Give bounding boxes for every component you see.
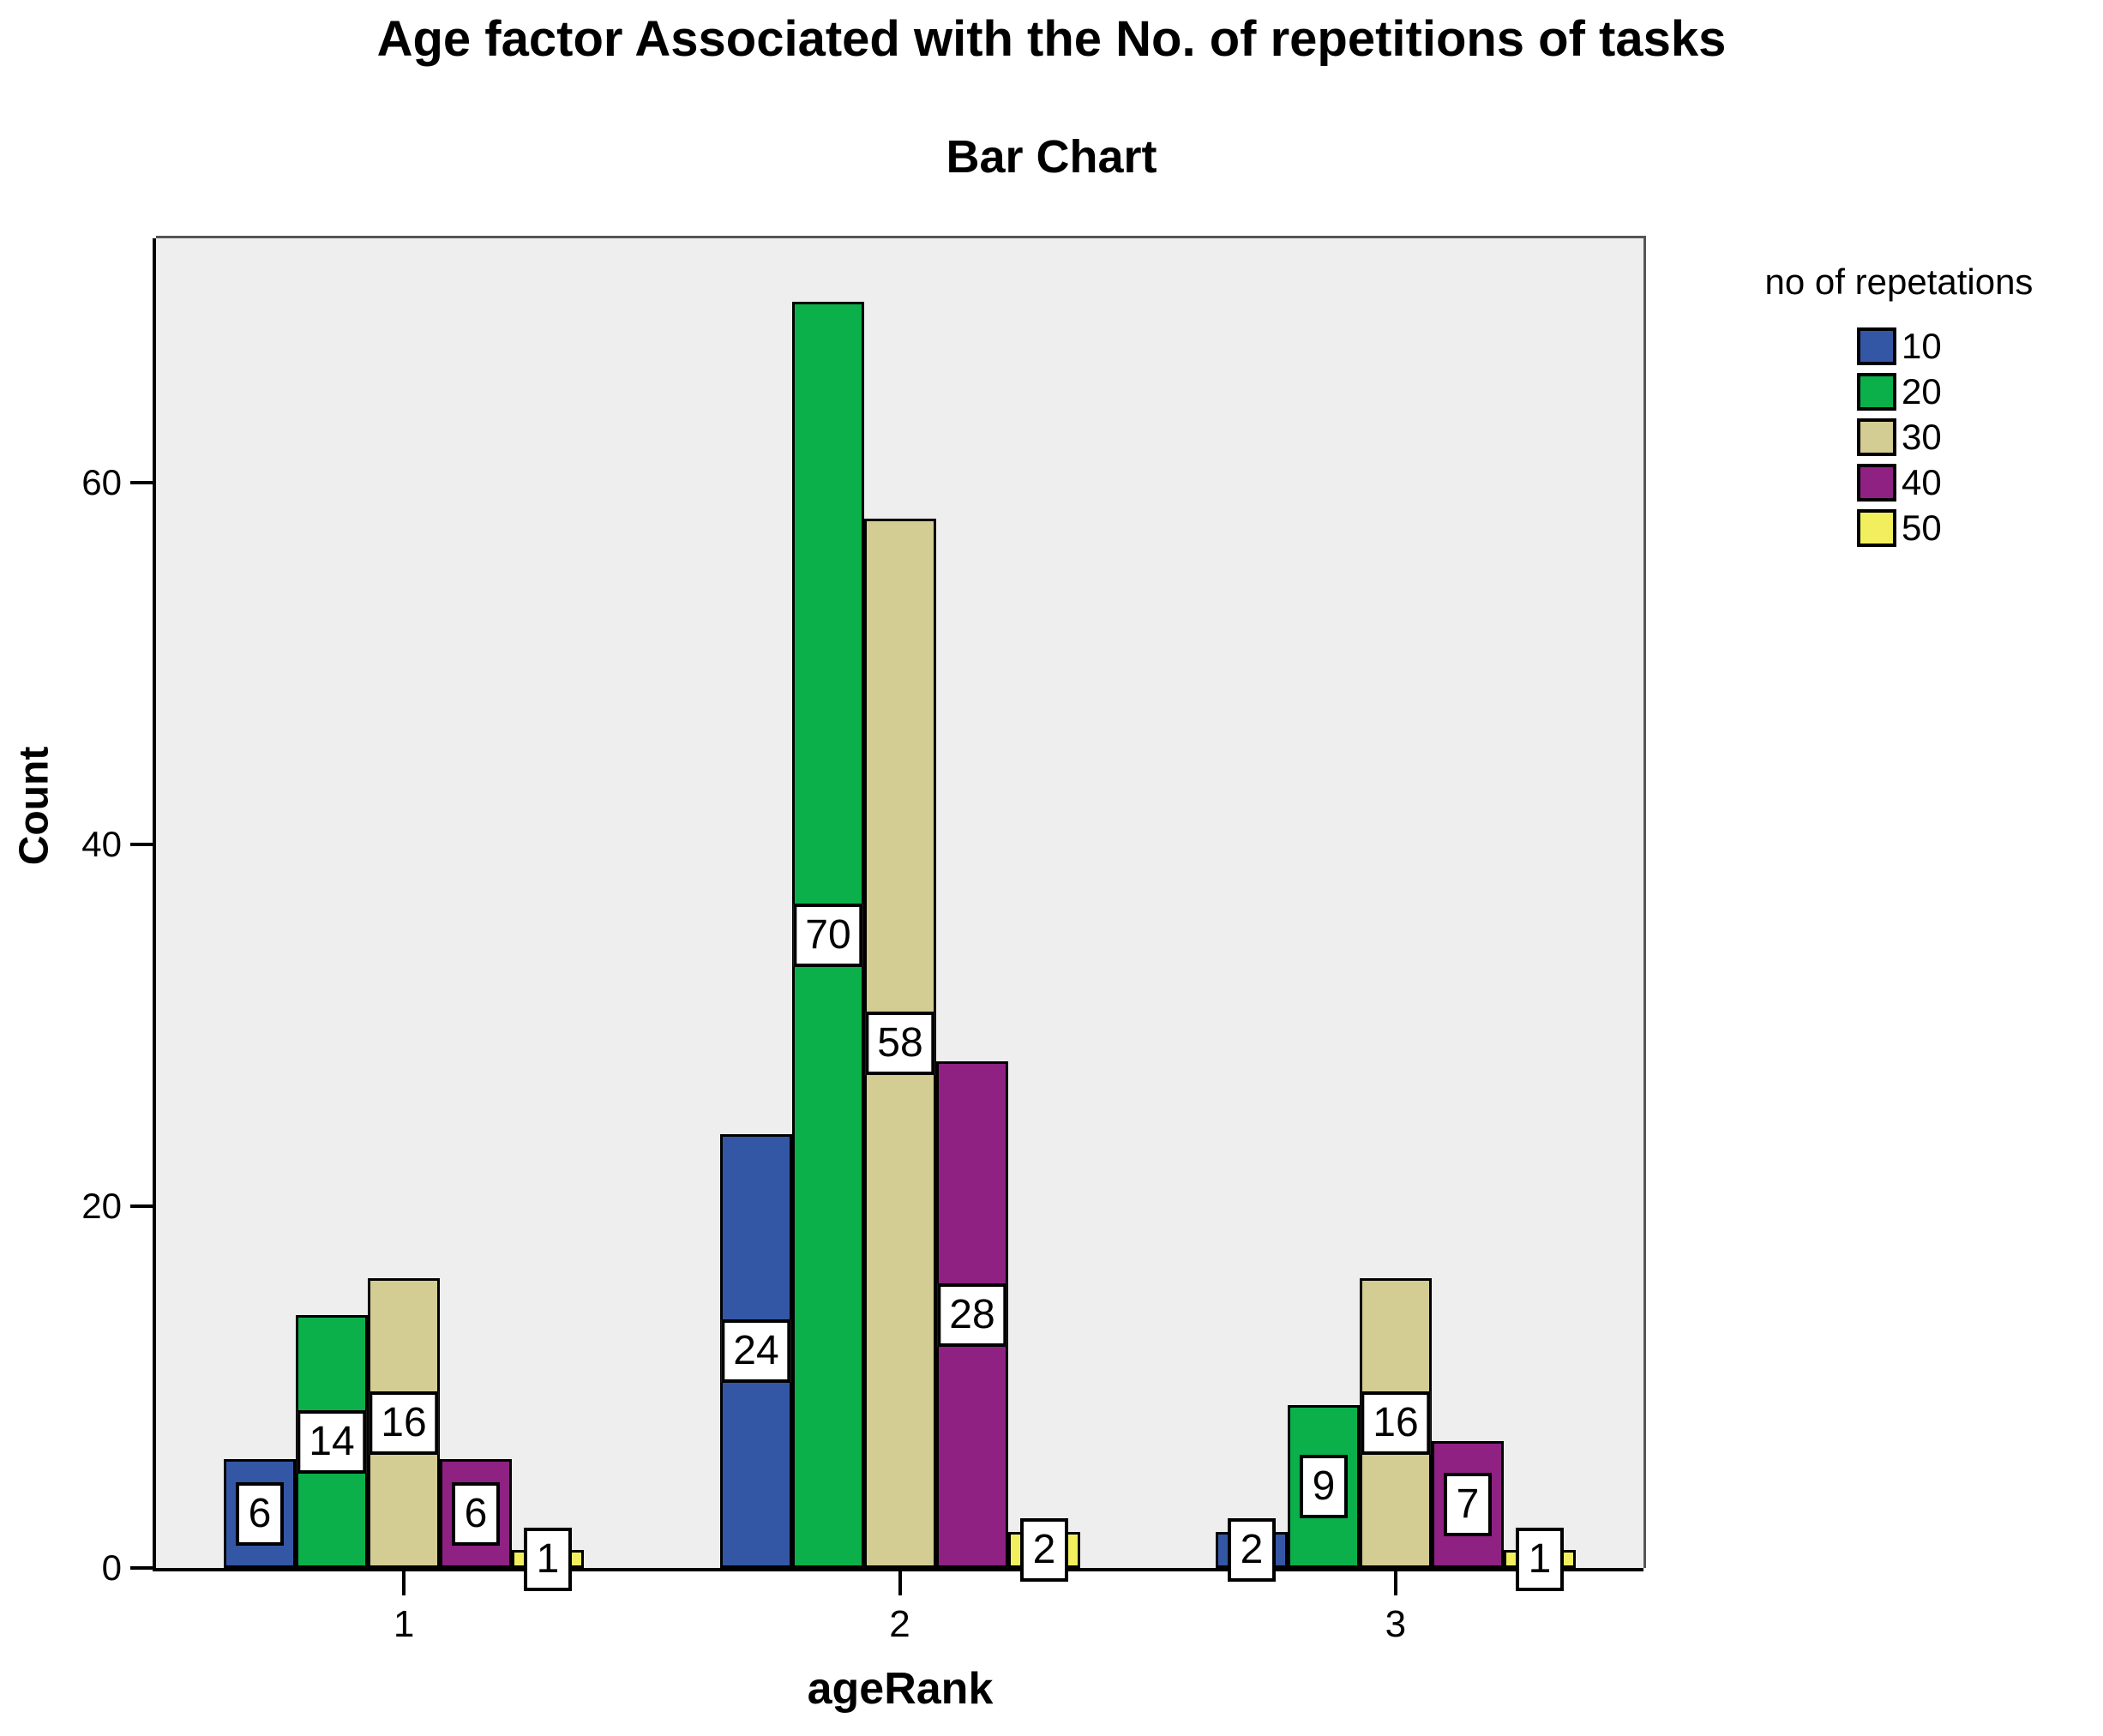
x-tick-label-3: 3 bbox=[1385, 1603, 1407, 1645]
y-tick-label-0: 0 bbox=[101, 1547, 122, 1588]
bar-value-label-group1-series40: 6 bbox=[452, 1481, 500, 1546]
x-axis-title: ageRank bbox=[807, 1664, 994, 1714]
bar-value-label-group2-series10: 24 bbox=[721, 1319, 791, 1383]
y-tick-20 bbox=[130, 1204, 153, 1208]
chart-title: Age factor Associated with the No. of re… bbox=[376, 11, 1727, 67]
y-tick-label-60: 60 bbox=[81, 461, 122, 502]
legend-title: no of repetations bbox=[1764, 261, 2034, 302]
y-axis-line bbox=[153, 238, 156, 1571]
bar-value-label-group1-series30: 16 bbox=[369, 1391, 439, 1455]
legend-label-50: 50 bbox=[1902, 507, 1942, 548]
x-tick-label-2: 2 bbox=[889, 1603, 910, 1645]
x-axis-line bbox=[153, 1568, 1643, 1571]
legend-label-20: 20 bbox=[1902, 370, 1942, 411]
legend-swatch-40 bbox=[1857, 463, 1896, 502]
legend-swatch-10 bbox=[1857, 327, 1896, 365]
bar-value-label-group3-series50: 1 bbox=[1516, 1527, 1564, 1591]
x-tick-3 bbox=[1393, 1571, 1397, 1595]
bar-value-label-group3-series10: 2 bbox=[1228, 1518, 1276, 1582]
legend-swatch-50 bbox=[1857, 508, 1896, 547]
y-tick-label-40: 40 bbox=[81, 823, 122, 864]
bar-value-label-group1-series50: 1 bbox=[524, 1527, 572, 1591]
legend-swatch-30 bbox=[1857, 417, 1896, 456]
bar-value-label-group2-series20: 70 bbox=[793, 903, 863, 967]
legend-label-10: 10 bbox=[1902, 325, 1942, 366]
legend-label-30: 30 bbox=[1902, 416, 1942, 457]
legend-entry-30: 30 bbox=[1715, 414, 2100, 460]
x-tick-1 bbox=[402, 1571, 406, 1595]
legend-entry-50: 50 bbox=[1715, 505, 2100, 550]
legend-entry-40: 40 bbox=[1715, 460, 2100, 505]
x-tick-2 bbox=[898, 1571, 902, 1595]
bar-value-label-group2-series40: 28 bbox=[937, 1282, 1007, 1347]
legend-entry-20: 20 bbox=[1715, 369, 2100, 414]
bar-value-label-group1-series20: 14 bbox=[297, 1409, 367, 1474]
plot-area: 0 20 40 60 1 6 14 16 6 1 2 24 70 58 28 2 3 2 9 16 7 1 bbox=[81, 236, 1646, 1645]
y-tick-40 bbox=[130, 842, 153, 846]
bar-value-label-group1-series10: 6 bbox=[236, 1481, 284, 1546]
legend-swatch-20 bbox=[1857, 372, 1896, 411]
bar-value-label-group3-series40: 7 bbox=[1444, 1473, 1492, 1536]
chart-subtitle: Bar Chart bbox=[946, 131, 1157, 183]
bar-value-label-group3-series30: 16 bbox=[1361, 1391, 1431, 1455]
y-axis-title: Count bbox=[11, 746, 57, 866]
x-tick-label-1: 1 bbox=[393, 1603, 415, 1645]
legend-entries: 10 20 30 40 50 bbox=[1715, 323, 2100, 550]
bar-value-label-group2-series30: 58 bbox=[865, 1012, 935, 1075]
y-tick-0 bbox=[130, 1566, 153, 1570]
legend-label-40: 40 bbox=[1902, 461, 1942, 502]
bar-value-label-group2-series50: 2 bbox=[1020, 1518, 1068, 1582]
y-tick-60 bbox=[130, 480, 153, 484]
legend: no of repetations 10 20 30 40 50 bbox=[1715, 261, 2100, 550]
legend-entry-10: 10 bbox=[1715, 323, 2100, 369]
y-tick-label-20: 20 bbox=[81, 1185, 122, 1226]
bar-value-label-group3-series20: 9 bbox=[1300, 1455, 1348, 1518]
